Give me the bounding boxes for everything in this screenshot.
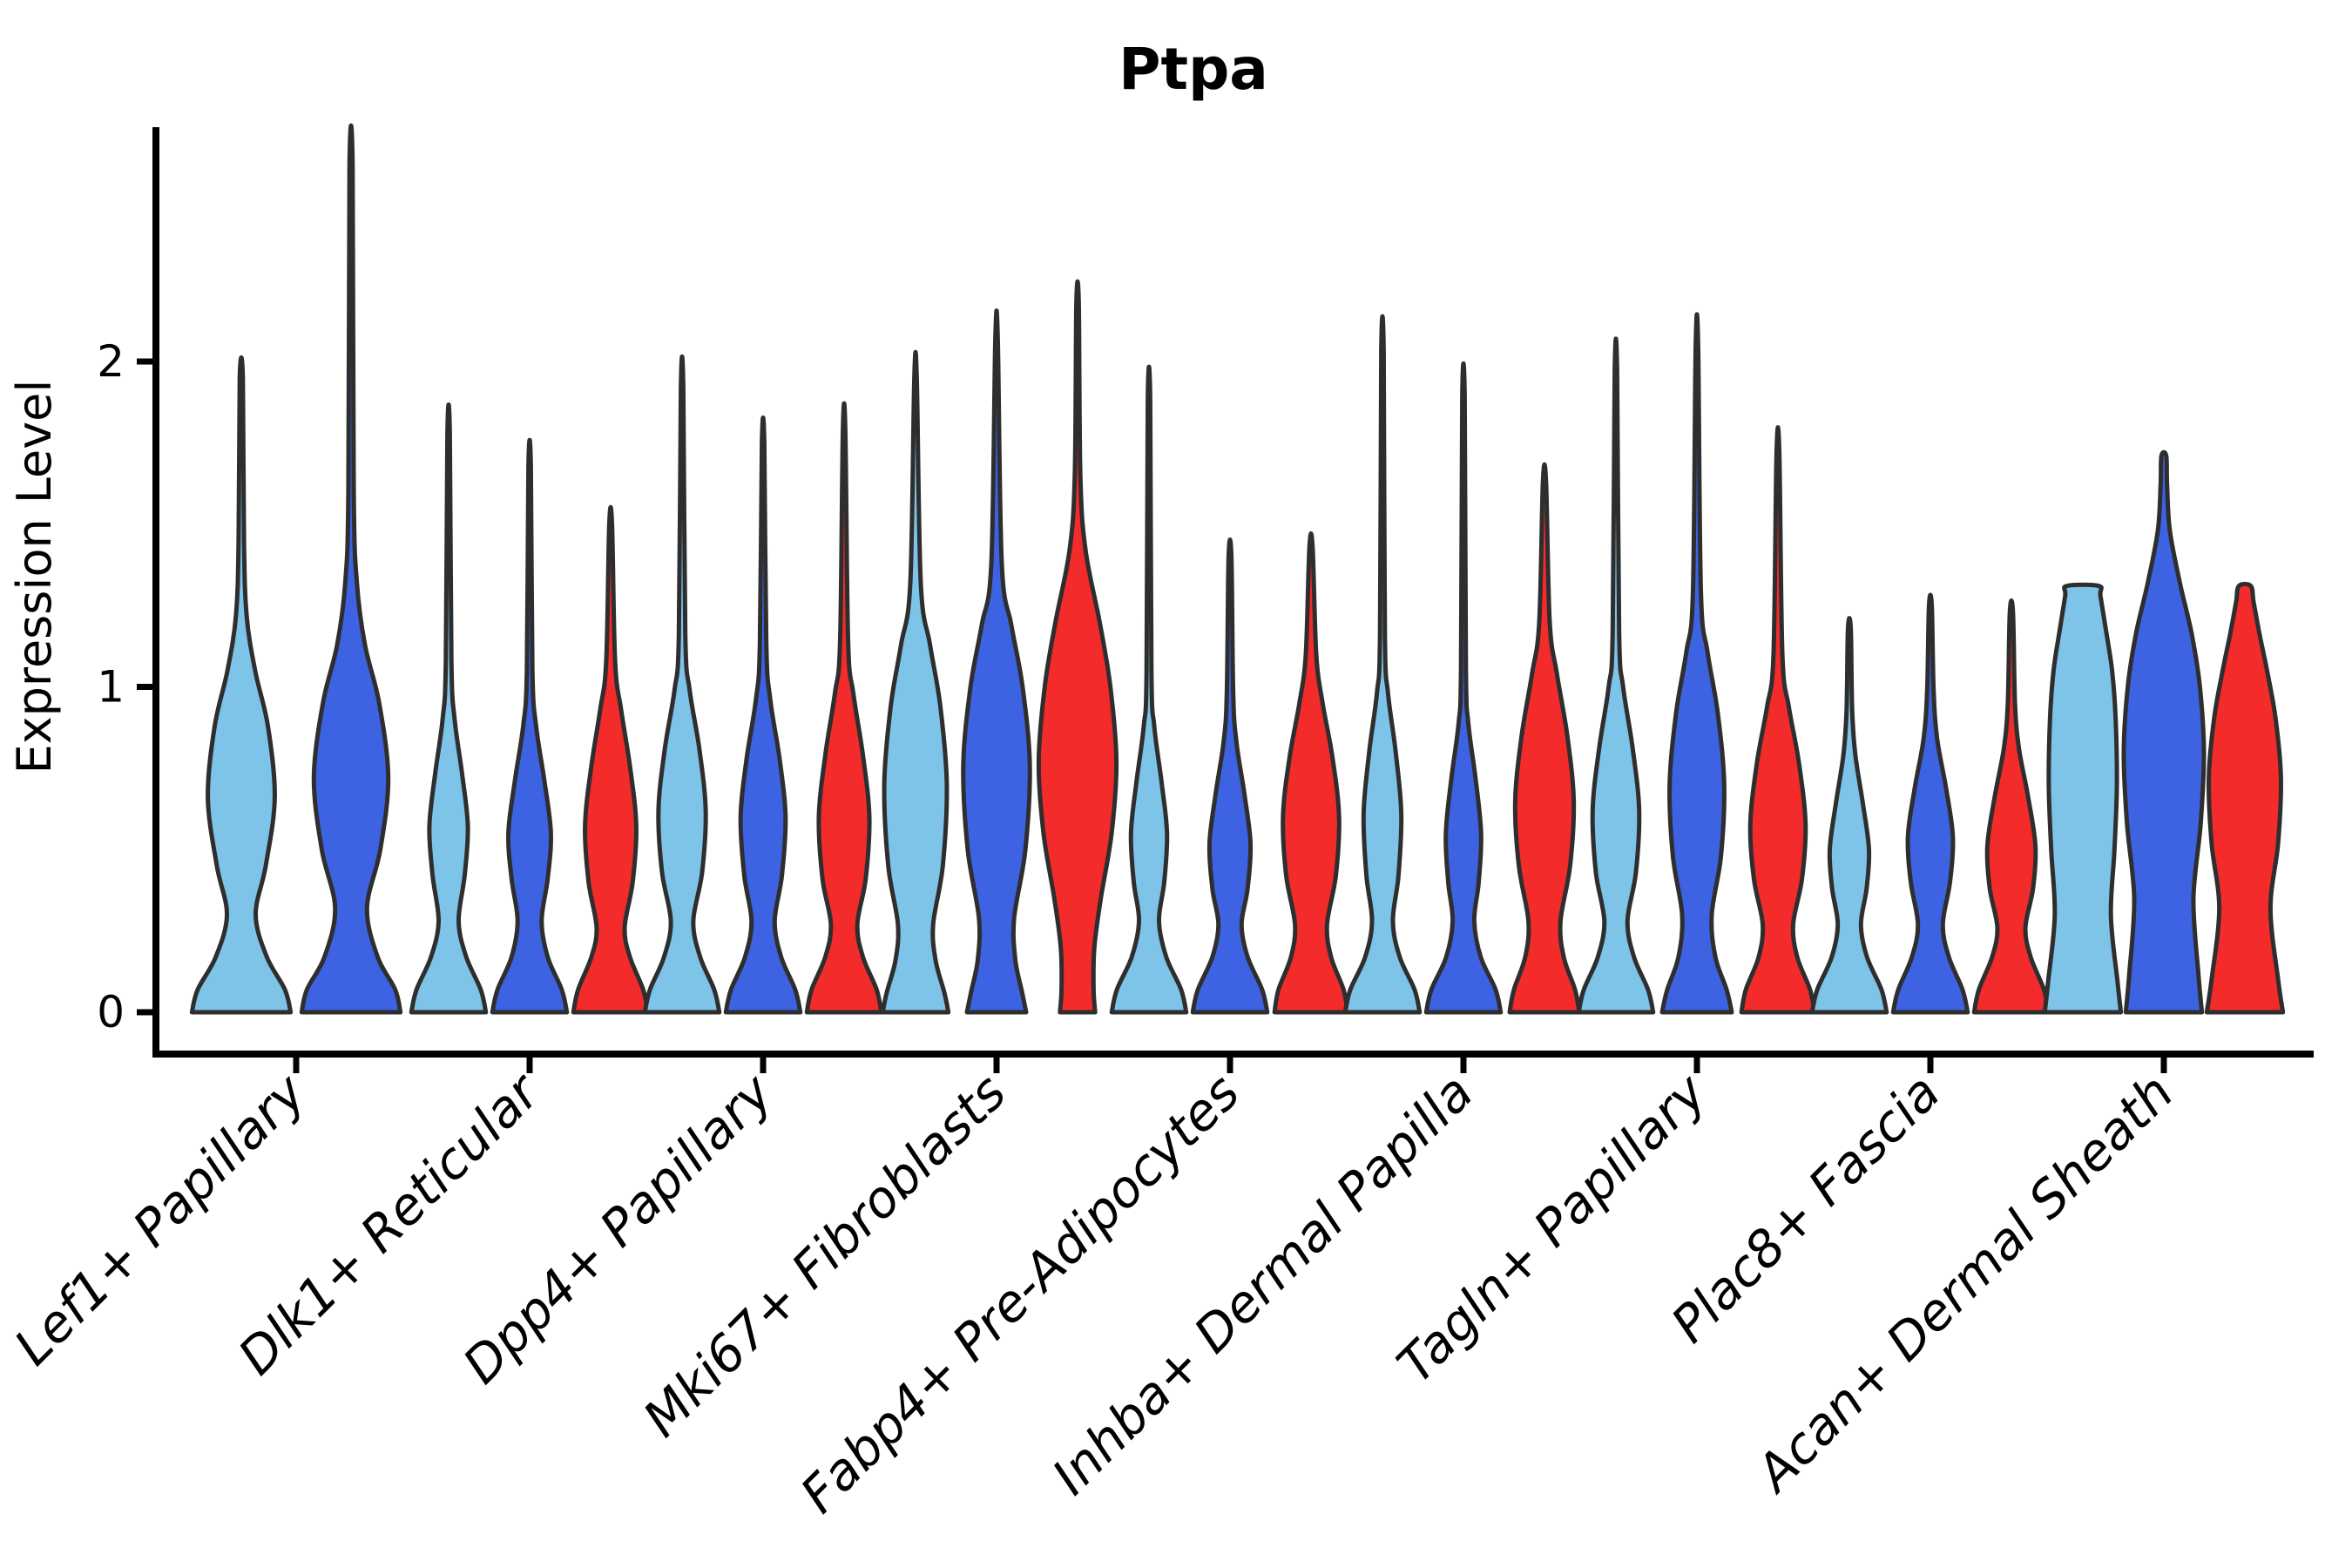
- violin-group-7: [1809, 592, 2051, 1015]
- violin-6-lightblue: [1576, 336, 1656, 1015]
- violin-8-lightblue: [2042, 582, 2124, 1015]
- violin-2-darkblue: [723, 416, 803, 1015]
- y-tick-label: 0: [97, 987, 125, 1037]
- violin-3-lightblue: [880, 350, 951, 1015]
- violin-group-5: [1342, 314, 1582, 1015]
- chart-title: Ptpa: [1119, 36, 1268, 103]
- y-axis-label: Expression Level: [7, 380, 62, 774]
- violin-group-8: [2042, 449, 2286, 1015]
- violin-group-3: [880, 279, 1119, 1015]
- violin-6-darkblue: [1659, 312, 1734, 1015]
- violin-8-red: [2204, 581, 2286, 1015]
- violin-0-lightblue: [189, 355, 294, 1015]
- violin-4-red: [1272, 531, 1350, 1015]
- y-tick-label: 2: [97, 336, 125, 387]
- axis-spines: [152, 127, 2314, 1058]
- violin-3-darkblue: [961, 308, 1032, 1015]
- violin-4-lightblue: [1109, 364, 1189, 1015]
- violin-3-red: [1036, 279, 1119, 1015]
- violin-1-darkblue: [490, 437, 570, 1015]
- violin-6-red: [1739, 425, 1817, 1015]
- violin-7-darkblue: [1890, 592, 1970, 1015]
- violin-2-red: [804, 401, 884, 1015]
- violin-group-1: [409, 402, 651, 1015]
- violin-0-darkblue: [299, 123, 403, 1015]
- violin-group-6: [1576, 312, 1817, 1015]
- violin-5-lightblue: [1342, 314, 1423, 1015]
- violin-8-darkblue: [2121, 449, 2207, 1015]
- violins-layer: [189, 123, 2286, 1015]
- violin-group-4: [1109, 364, 1350, 1015]
- violin-group-2: [642, 354, 884, 1015]
- violin-7-red: [1971, 598, 2051, 1015]
- violin-4-darkblue: [1190, 537, 1270, 1015]
- violin-1-lightblue: [409, 402, 489, 1015]
- violin-2-lightblue: [642, 354, 722, 1015]
- violin-5-red: [1507, 462, 1582, 1015]
- violin-7-lightblue: [1809, 616, 1889, 1015]
- violin-5-darkblue: [1423, 362, 1504, 1015]
- violin-group-0: [189, 123, 403, 1015]
- violin-1-red: [571, 504, 651, 1015]
- y-tick-label: 1: [97, 662, 125, 713]
